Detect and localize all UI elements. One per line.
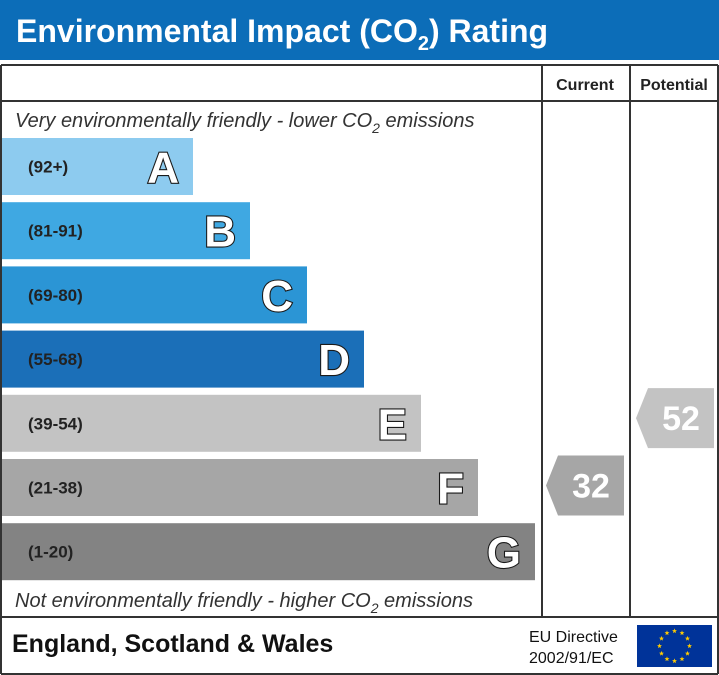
band-range-c: (69-80) (28, 286, 83, 305)
band-d: (55-68) D (2, 330, 364, 388)
rating-bands: (92+) A (81-91) B (69-80) C (55-68) D (39-54) E (2… (2, 138, 535, 581)
chart-title-subscript: 2 (418, 33, 429, 55)
bottom-note-subscript: 2 (370, 600, 379, 616)
band-bar-f (2, 459, 478, 516)
band-range-f: (21-38) (28, 479, 83, 498)
eu-star-icon (659, 650, 664, 656)
top-note-end: emissions (380, 110, 474, 132)
band-range-d: (55-68) (28, 350, 83, 369)
band-b: (81-91) B (2, 202, 250, 260)
band-bar-e (2, 394, 421, 452)
band-range-e: (39-54) (28, 414, 83, 433)
potential-rating-arrow (636, 388, 714, 449)
chart-title: Environmental Impact (CO2) Rating (16, 13, 548, 55)
eu-star-icon (672, 628, 677, 634)
footer-directive-line1: EU Directive (529, 629, 618, 646)
top-note-subscript: 2 (371, 120, 380, 136)
band-range-b: (81-91) (28, 222, 83, 241)
eu-star-icon (664, 630, 670, 636)
band-bar-c (2, 266, 307, 324)
column-header-current: Current (556, 77, 614, 94)
bottom-note-end: emissions (379, 590, 473, 612)
band-g: (1-20) G (2, 523, 535, 581)
band-bar-d (2, 330, 364, 388)
top-note: Very environmentally friendly - lower CO… (15, 110, 474, 136)
footer-region: England, Scotland & Wales (12, 630, 333, 658)
band-letter-d: D (318, 336, 350, 385)
band-bar-a (2, 138, 193, 195)
band-letter-b: B (204, 208, 236, 257)
footer-directive-line2: 2002/91/EC (529, 650, 614, 667)
band-c: (69-80) C (2, 266, 307, 324)
column-header-potential: Potential (640, 77, 708, 94)
eu-star-icon (685, 650, 690, 656)
current-rating: 32 (546, 455, 624, 516)
band-letter-c: C (261, 272, 293, 321)
current-rating-value: 32 (572, 467, 610, 505)
potential-rating-value: 52 (662, 400, 700, 438)
title-banner (0, 0, 719, 60)
eu-star-icon (685, 635, 690, 641)
band-letter-g: G (487, 529, 521, 578)
potential-rating: 52 (636, 388, 714, 449)
band-e: (39-54) E (2, 394, 421, 452)
eu-star-icon (657, 643, 662, 649)
band-range-a: (92+) (28, 158, 68, 177)
eu-star-icon (664, 656, 670, 662)
chart-title-end: ) Rating (429, 13, 548, 49)
chart-frame (0, 64, 719, 675)
eu-star-icon (659, 635, 664, 641)
band-bar-b (2, 202, 250, 260)
band-f: (21-38) F (2, 459, 478, 516)
rating-markers: 32 52 (546, 388, 714, 516)
band-a: (92+) A (2, 138, 193, 195)
eu-flag-icon (637, 625, 712, 667)
band-letter-f: F (437, 465, 464, 514)
band-bar-g (2, 523, 535, 581)
band-letter-e: E (378, 400, 407, 449)
band-letter-a: A (147, 144, 179, 193)
bottom-note: Not environmentally friendly - higher CO… (15, 590, 473, 616)
eu-star-icon (679, 630, 685, 636)
eu-star-icon (679, 656, 685, 662)
current-rating-arrow (546, 455, 624, 516)
eu-star-icon (672, 658, 677, 664)
band-range-g: (1-20) (28, 543, 73, 562)
eu-star-icon (687, 643, 692, 649)
